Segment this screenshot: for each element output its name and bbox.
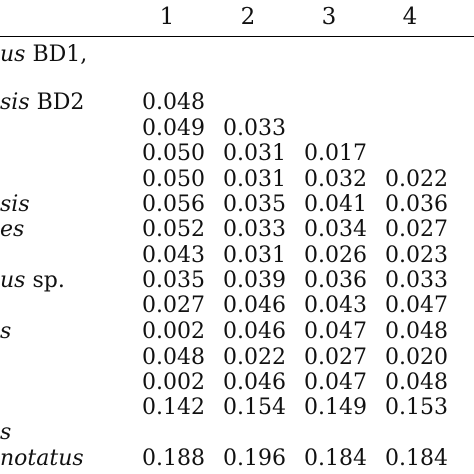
table-cell: 0.035 [142, 268, 205, 293]
table-cell: 0.017 [304, 141, 367, 166]
table-cell: 0.046 [223, 319, 286, 344]
row-label-italic: notatus [0, 446, 84, 471]
column-header-3: 3 [321, 4, 337, 30]
table-cell: 0.031 [223, 141, 286, 166]
table-cell: 0.041 [304, 192, 367, 217]
table-cell: 0.184 [304, 446, 367, 471]
table-cell: 0.002 [142, 370, 205, 395]
table-cell: 0.048 [142, 345, 205, 370]
table-cell: 0.027 [304, 345, 367, 370]
table-cell: 0.048 [385, 370, 448, 395]
table-cell: 0.048 [142, 90, 205, 115]
row-label-italic: s [0, 420, 12, 445]
table-cell: 0.142 [142, 395, 205, 420]
table-cell: 0.027 [385, 217, 448, 242]
table-cell: 0.047 [304, 319, 367, 344]
table-cell: 0.184 [385, 446, 448, 471]
table-cell: 0.056 [142, 192, 205, 217]
table-cell: 0.027 [142, 293, 205, 318]
table-cell: 0.043 [142, 243, 205, 268]
row-label-plain: BD1, [25, 42, 88, 67]
table-cell: 0.188 [142, 446, 205, 471]
table-cell: 0.196 [223, 446, 286, 471]
table-cell: 0.052 [142, 217, 205, 242]
table-cell: 0.033 [223, 116, 286, 141]
table-cell: 0.022 [223, 345, 286, 370]
table-cell: 0.033 [385, 268, 448, 293]
table-cell: 0.020 [385, 345, 448, 370]
column-header-2: 2 [240, 4, 256, 30]
table-cell: 0.033 [223, 217, 286, 242]
row-label-italic: sis [0, 192, 30, 217]
table-cell: 0.154 [223, 395, 286, 420]
row-label: sis BD2 [0, 90, 84, 116]
table-cell: 0.031 [223, 243, 286, 268]
table-cell: 0.047 [304, 370, 367, 395]
table-cell: 0.036 [385, 192, 448, 217]
row-label: us BD1, [0, 42, 87, 68]
table-cell: 0.050 [142, 141, 205, 166]
table-cell: 0.032 [304, 167, 367, 192]
row-label: s [0, 420, 11, 446]
row-label-plain: sp. [25, 268, 65, 293]
row-label: s [0, 319, 11, 345]
table-cell: 0.046 [223, 293, 286, 318]
table-cell: 0.153 [385, 395, 448, 420]
table-cell: 0.022 [385, 167, 448, 192]
table-cell: 0.046 [223, 370, 286, 395]
table-cell: 0.036 [304, 268, 367, 293]
row-label: notatus [0, 446, 84, 472]
table-cell: 0.050 [142, 167, 205, 192]
row-label-plain: BD2 [29, 90, 85, 115]
table-cell: 0.043 [304, 293, 367, 318]
table-cell: 0.023 [385, 243, 448, 268]
table-cell: 0.039 [223, 268, 286, 293]
table-cell: 0.047 [385, 293, 448, 318]
row-label: es [0, 217, 24, 243]
column-header-1: 1 [159, 4, 175, 30]
row-label: sis [0, 192, 30, 218]
table-cell: 0.034 [304, 217, 367, 242]
table-cell: 0.149 [304, 395, 367, 420]
row-label-italic: us [0, 268, 26, 293]
table-cell: 0.035 [223, 192, 286, 217]
table-cell: 0.026 [304, 243, 367, 268]
row-label-italic: es [0, 217, 25, 242]
table-cell: 0.002 [142, 319, 205, 344]
row-label-italic: s [0, 319, 12, 344]
row-label-italic: sis [0, 90, 30, 115]
row-label-italic: us [0, 42, 26, 67]
table-cell: 0.031 [223, 167, 286, 192]
row-label: us sp. [0, 268, 65, 294]
table-cell: 0.049 [142, 116, 205, 141]
column-header-4: 4 [402, 4, 418, 30]
header-rule [0, 36, 474, 37]
table-cell: 0.048 [385, 319, 448, 344]
